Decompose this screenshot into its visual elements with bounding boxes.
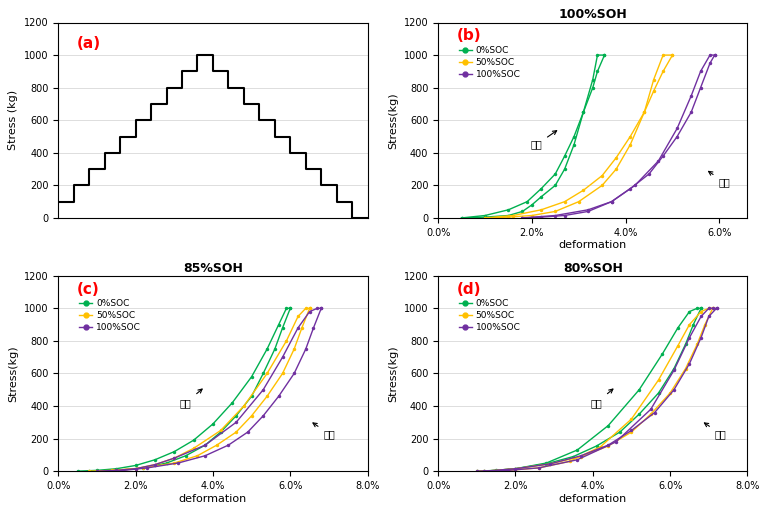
Title: 85%SOH: 85%SOH [183,262,243,274]
Text: (d): (d) [457,282,481,296]
X-axis label: deformation: deformation [179,494,247,504]
Y-axis label: Stress(kg): Stress(kg) [8,345,18,402]
Y-axis label: Stress (kg): Stress (kg) [8,90,18,151]
Text: 卸压: 卸压 [704,423,727,439]
Text: 加压: 加压 [180,389,202,408]
Text: (b): (b) [457,28,482,44]
Legend: 0%SOC, 50%SOC, 100%SOC: 0%SOC, 50%SOC, 100%SOC [455,296,525,335]
Text: 加压: 加压 [591,389,613,408]
X-axis label: deformation: deformation [558,241,627,250]
Text: (c): (c) [77,282,100,296]
Legend: 0%SOC, 50%SOC, 100%SOC: 0%SOC, 50%SOC, 100%SOC [75,296,144,335]
Y-axis label: Stress(kg): Stress(kg) [388,92,398,148]
Text: 加压: 加压 [531,131,557,150]
Title: 100%SOH: 100%SOH [558,8,627,22]
Text: (a): (a) [77,36,101,51]
Legend: 0%SOC, 50%SOC, 100%SOC: 0%SOC, 50%SOC, 100%SOC [455,42,525,82]
Text: 卸压: 卸压 [709,172,730,187]
Title: 80%SOH: 80%SOH [563,262,623,274]
X-axis label: deformation: deformation [558,494,627,504]
Y-axis label: Stress(kg): Stress(kg) [388,345,398,402]
Text: 卸压: 卸压 [313,423,335,439]
